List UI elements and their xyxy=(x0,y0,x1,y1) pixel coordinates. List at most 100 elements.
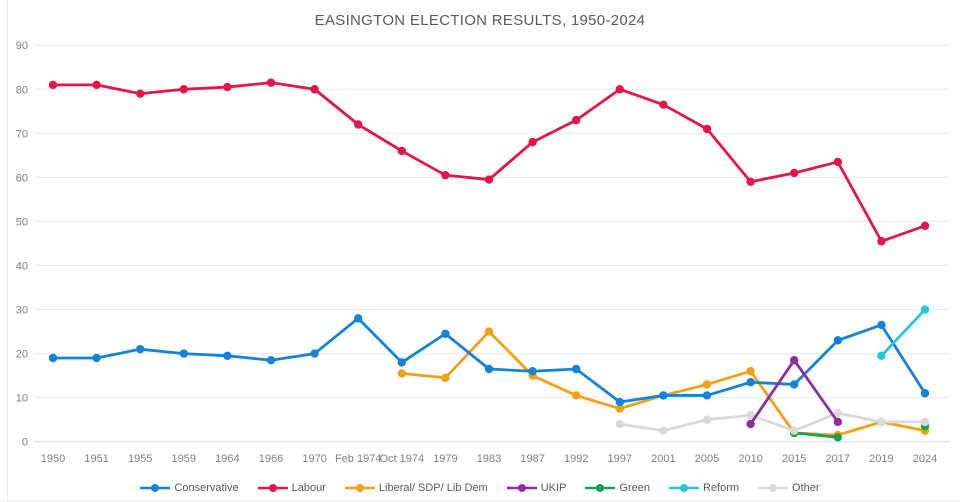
x-tick-label: 2017 xyxy=(826,453,850,465)
legend-label: UKIP xyxy=(540,482,567,494)
data-point xyxy=(790,355,799,365)
data-point xyxy=(179,85,188,94)
x-tick-label: 1955 xyxy=(128,453,152,465)
data-point xyxy=(659,100,668,109)
legend-marker-icon xyxy=(257,484,288,492)
data-point xyxy=(920,417,930,427)
y-tick-label: 70 xyxy=(16,128,28,140)
legend-item-other: Other xyxy=(758,482,820,494)
x-tick-label: 1997 xyxy=(608,453,632,465)
data-point xyxy=(354,120,363,129)
data-point xyxy=(92,80,101,90)
data-point xyxy=(136,89,145,98)
series-labour xyxy=(48,78,930,246)
y-tick-label: 0 xyxy=(22,437,28,449)
data-point xyxy=(702,415,712,424)
legend-item-ukip: UKIP xyxy=(506,482,567,494)
y-tick-label: 60 xyxy=(16,172,28,184)
legend-item-liberal-sdp-lib-dem: Liberal/ SDP/ Lib Dem xyxy=(344,482,488,494)
legend-marker-icon xyxy=(758,484,789,492)
x-tick-label: 2019 xyxy=(869,453,893,465)
data-point xyxy=(223,351,232,360)
y-tick-label: 20 xyxy=(16,349,28,361)
x-tick-label: 2010 xyxy=(738,453,762,465)
data-point xyxy=(310,85,319,94)
data-point xyxy=(877,351,886,360)
data-point xyxy=(920,305,930,314)
data-point xyxy=(833,433,842,442)
legend-marker-icon xyxy=(668,484,699,492)
legend-marker-icon xyxy=(506,484,537,492)
data-point xyxy=(266,355,276,365)
legend-label: Labour xyxy=(291,482,326,494)
x-tick-label: 1959 xyxy=(172,453,196,465)
series-liberal-sdp-lib-dem xyxy=(397,327,930,440)
data-point xyxy=(572,364,581,374)
legend-label: Conservative xyxy=(174,482,239,494)
data-point xyxy=(572,391,581,400)
x-tick-label: Oct 1974 xyxy=(379,453,424,465)
data-point xyxy=(397,146,406,156)
y-tick-label: 40 xyxy=(16,260,28,272)
chart-title: EASINGTON ELECTION RESULTS, 1950-2024 xyxy=(314,12,646,29)
legend-label: Other xyxy=(792,482,820,494)
data-point xyxy=(746,177,755,186)
data-point xyxy=(746,419,755,429)
data-point xyxy=(615,85,624,94)
legend-marker-icon xyxy=(585,484,616,492)
x-tick-label: 2001 xyxy=(651,453,675,465)
data-point xyxy=(136,344,145,354)
data-point xyxy=(833,157,842,167)
data-point xyxy=(746,378,755,387)
worksheet-gridline-left xyxy=(7,0,8,502)
data-point xyxy=(397,358,406,367)
x-tick-label: 1983 xyxy=(477,453,501,465)
legend-item-reform: Reform xyxy=(668,482,739,494)
data-point xyxy=(920,221,930,231)
data-point xyxy=(833,336,842,345)
data-point xyxy=(746,367,755,376)
x-tick-label: Feb 1974 xyxy=(335,453,381,465)
data-point xyxy=(441,170,450,180)
data-point xyxy=(920,389,930,398)
data-point xyxy=(528,367,537,376)
x-tick-label: 1992 xyxy=(564,453,588,465)
data-point xyxy=(615,397,624,407)
series-reform xyxy=(877,305,930,360)
legend-label: Liberal/ SDP/ Lib Dem xyxy=(378,482,488,494)
x-tick-label: 1966 xyxy=(259,453,283,465)
legend-item-labour: Labour xyxy=(257,482,326,494)
series-ukip xyxy=(746,355,842,429)
data-point xyxy=(833,417,842,427)
data-point xyxy=(659,426,668,435)
data-point xyxy=(702,124,712,134)
data-point xyxy=(877,417,886,427)
data-point xyxy=(223,82,232,92)
y-tick-label: 30 xyxy=(16,305,28,317)
data-point xyxy=(48,353,58,363)
gridlines xyxy=(34,44,950,443)
data-point xyxy=(702,380,712,389)
legend-label: Green xyxy=(619,482,650,494)
data-point xyxy=(48,80,58,90)
data-point xyxy=(266,78,276,87)
x-tick-label: 1970 xyxy=(302,453,326,465)
x-tick-label: 1979 xyxy=(433,453,457,465)
data-point xyxy=(659,391,668,400)
data-point xyxy=(572,115,581,125)
x-tick-label: 1951 xyxy=(84,453,108,465)
y-axis-labels: 0 10 20 30 40 50 60 70 80 90 xyxy=(16,40,28,449)
y-tick-label: 90 xyxy=(16,40,28,52)
y-tick-label: 10 xyxy=(16,393,28,405)
x-tick-label: 1964 xyxy=(215,453,239,465)
data-point xyxy=(746,411,755,420)
x-tick-label: 1950 xyxy=(41,453,65,465)
x-tick-label: 2024 xyxy=(913,453,937,465)
legend-marker-icon xyxy=(344,484,375,492)
data-point xyxy=(397,369,406,378)
y-tick-label: 50 xyxy=(16,216,28,228)
data-point xyxy=(92,353,101,363)
data-point xyxy=(790,426,799,435)
legend-marker-icon xyxy=(140,484,171,492)
